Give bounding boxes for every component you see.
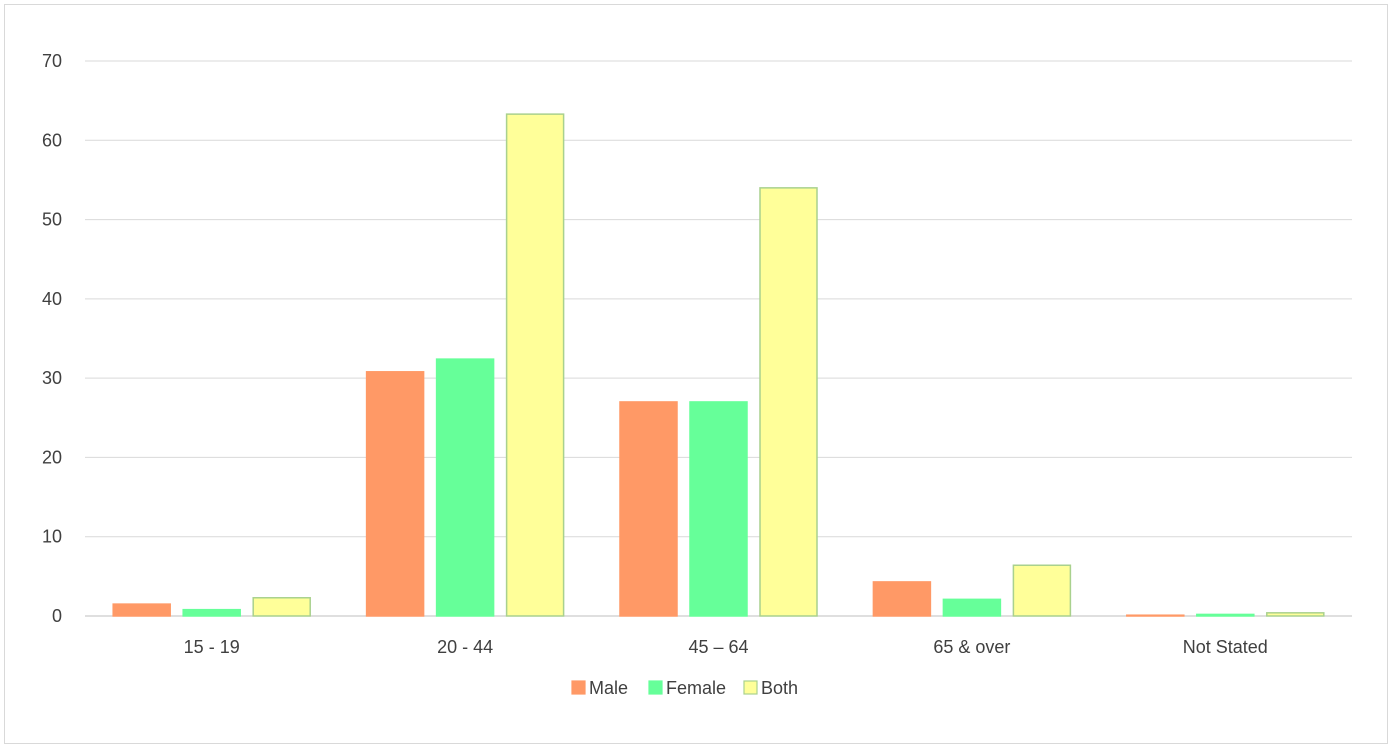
bar-both-4 <box>1266 612 1325 617</box>
bar-both-1 <box>505 113 565 617</box>
x-tick-label: Not Stated <box>1183 637 1268 657</box>
bar-female-0 <box>182 608 241 617</box>
legend-swatch-female <box>648 680 663 695</box>
x-tick-label: 15 - 19 <box>184 637 240 657</box>
legend: Male Female Both <box>571 678 798 698</box>
x-tick-label: 20 - 44 <box>437 637 493 657</box>
y-tick-label: 30 <box>42 368 62 388</box>
legend-label-female: Female <box>666 678 726 698</box>
chart-frame <box>4 4 1388 744</box>
bar-male-4 <box>1126 614 1185 617</box>
y-tick-label: 70 <box>42 51 62 71</box>
y-tick-label: 50 <box>42 210 62 230</box>
bar-female-3 <box>942 598 1002 617</box>
y-axis-ticks: 0 10 20 30 40 50 60 70 <box>42 51 62 626</box>
bar-female-1 <box>435 358 495 617</box>
legend-label-male: Male <box>589 678 628 698</box>
bar-male-0 <box>112 603 171 617</box>
y-tick-label: 10 <box>42 527 62 547</box>
bar-both-0 <box>252 597 311 617</box>
x-tick-label: 45 – 64 <box>688 637 748 657</box>
legend-swatch-male <box>571 680 586 695</box>
bar-both-3 <box>1012 564 1072 617</box>
x-axis-ticks: 15 - 19 20 - 44 45 – 64 65 & over Not Stated <box>184 637 1268 657</box>
bar-female-2 <box>689 401 748 617</box>
bars <box>112 113 1325 617</box>
bar-male-2 <box>619 401 678 617</box>
bar-male-3 <box>872 581 932 617</box>
y-tick-label: 40 <box>42 289 62 309</box>
bar-both-2 <box>759 187 818 617</box>
y-tick-label: 0 <box>52 606 62 626</box>
bar-female-4 <box>1196 613 1255 617</box>
y-tick-label: 60 <box>42 130 62 150</box>
bar-male-1 <box>365 371 425 617</box>
bar-chart: 0 10 20 30 40 50 60 70 15 - 19 20 - 44 45 – 64 65 … <box>42 51 1352 698</box>
legend-swatch-both <box>743 680 758 695</box>
x-tick-label: 65 & over <box>933 637 1010 657</box>
y-tick-label: 20 <box>42 447 62 467</box>
legend-label-both: Both <box>761 678 798 698</box>
